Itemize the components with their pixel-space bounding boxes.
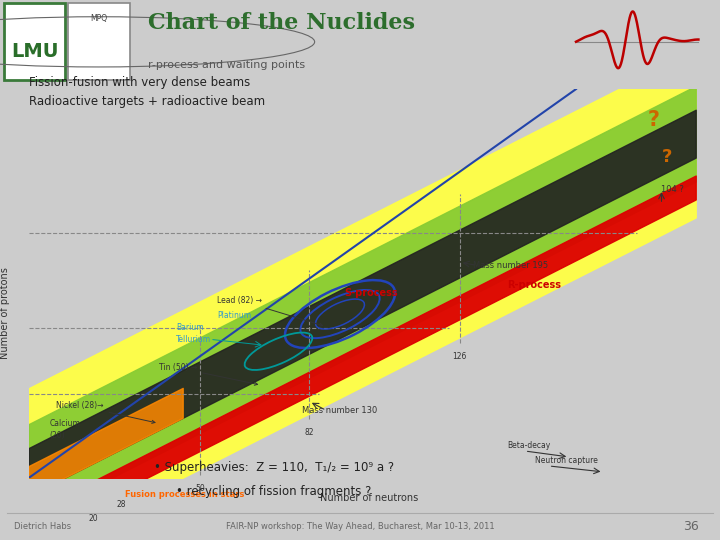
Text: S-process: S-process — [344, 288, 397, 298]
Text: Neutron capture: Neutron capture — [535, 456, 598, 465]
Text: Tin (50) →: Tin (50) → — [159, 363, 258, 385]
Text: Lead (82) →: Lead (82) → — [217, 296, 323, 326]
Text: • Superheavies:  Z = 110,  T₁/₂ = 10⁹ a ?: • Superheavies: Z = 110, T₁/₂ = 10⁹ a ? — [153, 461, 394, 474]
Text: Tellurium: Tellurium — [176, 335, 211, 345]
Text: 126: 126 — [453, 352, 467, 361]
Text: Number of protons: Number of protons — [0, 267, 10, 359]
Text: 36: 36 — [683, 520, 698, 533]
Text: Calcium: Calcium — [49, 420, 80, 428]
FancyBboxPatch shape — [4, 3, 65, 80]
Text: Nickel (28)→: Nickel (28)→ — [56, 401, 155, 423]
Text: MPQ: MPQ — [90, 14, 107, 23]
Text: Fusion processes in stars: Fusion processes in stars — [125, 490, 244, 499]
Text: Platinum: Platinum — [217, 310, 251, 320]
Text: 20: 20 — [89, 514, 99, 523]
Text: r-process and waiting points: r-process and waiting points — [148, 60, 305, 70]
Text: Beta-decay: Beta-decay — [508, 441, 551, 450]
Text: Radioactive targets + radioactive beam: Radioactive targets + radioactive beam — [29, 95, 265, 108]
Text: Chart of the Nuclides: Chart of the Nuclides — [148, 12, 415, 35]
FancyBboxPatch shape — [68, 3, 130, 80]
Text: 104 ?: 104 ? — [662, 185, 685, 194]
Text: Fission-fusion with very dense beams: Fission-fusion with very dense beams — [29, 76, 250, 89]
Text: Barium: Barium — [176, 323, 204, 332]
Text: Mass number 195: Mass number 195 — [474, 261, 549, 271]
Text: ?: ? — [648, 111, 660, 131]
Text: 82: 82 — [305, 428, 314, 437]
Text: LMU: LMU — [11, 43, 58, 62]
Text: FAIR-NP workshop: The Way Ahead, Bucharest, Mar 10-13, 2011: FAIR-NP workshop: The Way Ahead, Buchare… — [225, 522, 495, 531]
Text: 50: 50 — [195, 484, 204, 493]
Text: (20): (20) — [49, 431, 65, 440]
Text: Number of neutrons: Number of neutrons — [320, 493, 418, 503]
Text: 28: 28 — [117, 500, 126, 509]
Text: • recycling of fission fragments ?: • recycling of fission fragments ? — [176, 485, 372, 498]
Text: Dietrich Habs: Dietrich Habs — [14, 522, 71, 531]
Text: R-process: R-process — [508, 280, 562, 291]
Text: ?: ? — [662, 148, 672, 166]
Text: Mass number 130: Mass number 130 — [302, 407, 378, 415]
